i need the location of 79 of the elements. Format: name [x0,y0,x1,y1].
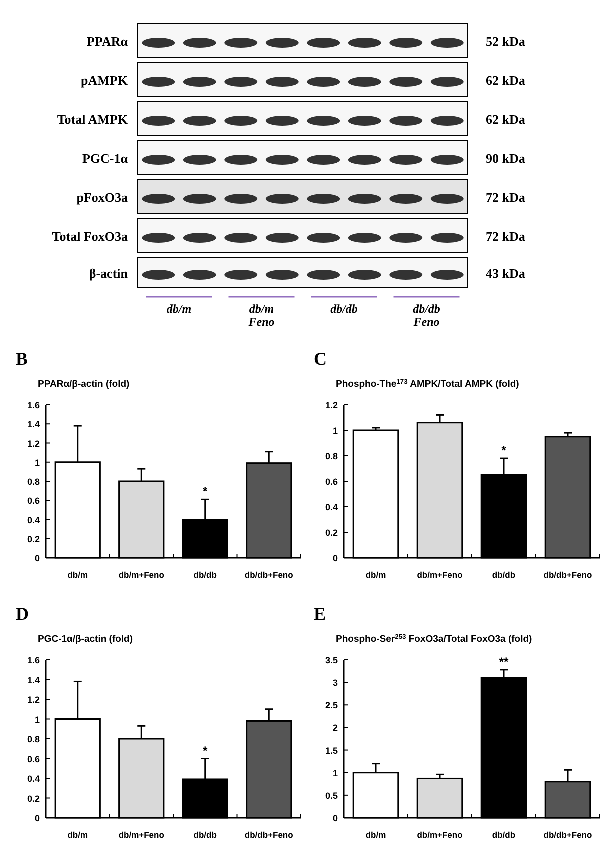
chart-title: D [16,604,29,624]
y-tick-label: 0.6 [27,496,40,506]
annotation: * [203,484,208,499]
annotation: ** [499,654,509,669]
category-label: pAMPK [81,73,128,88]
category-label: pFoxO3a [76,190,128,205]
y-tick-label: 1.2 [27,695,40,705]
x-tick-label: db/m+Feno [118,570,164,580]
annotation: * [502,444,507,458]
y-axis-title: Phospho-Ser$^{253}$ FoxO3a/Total FoxO3a (fold) [336,634,532,645]
x-tick-label: db/db+Feno [244,830,294,840]
y-tick-label: 1 [34,714,40,725]
x-tick-label: db/m [366,830,387,840]
x-tick-label: db/m [68,830,88,840]
x-tick-label: db/db+Feno [244,570,294,580]
x-tick-label: db/db [194,570,217,580]
category-label: 72 kDa [486,229,526,244]
y-tick-label: 0.8 [27,477,40,487]
y-tick-label: 2 [332,723,338,734]
category-label: 43 kDa [486,266,526,281]
category-label: β-actin [89,266,128,281]
category-label: PPARα [87,34,128,49]
y-tick-label: 0 [332,814,338,824]
chart-title: C [314,349,327,369]
category-label: 72 kDa [486,190,526,205]
y-tick-label: 1.6 [27,400,40,410]
y-axis-title: Phospho-The$^{173}$ AMPK/Total AMPK (fold) [336,378,520,390]
y-tick-label: 0.4 [325,502,338,512]
y-tick-label: 0.2 [27,794,40,804]
y-tick-label: 0 [332,554,338,564]
y-tick-label: 0.6 [27,754,40,764]
x-tick-label: db/m [366,570,387,580]
y-tick-label: 0 [34,814,40,824]
x-tick-label: db/db [492,830,516,840]
y-tick-label: 1.6 [27,656,40,666]
x-tick-label: db/m+Feno [417,830,463,840]
y-tick-label: 1.2 [27,438,40,449]
category-label: db/m Feno [248,302,275,329]
annotation: * [203,744,208,758]
y-tick-label: 1.2 [325,400,338,410]
y-tick-label: 0.6 [325,477,338,487]
y-tick-label: 0.5 [325,790,338,801]
y-tick-label: 1 [34,458,40,468]
category-label: 62 kDa [486,73,526,88]
x-tick-label: db/db+Feno [544,830,592,840]
y-tick-label: 1.4 [27,420,40,430]
y-tick-label: 0.2 [325,528,338,538]
category-label: 52 kDa [486,34,526,49]
y-tick-label: 0.2 [27,534,40,544]
chart-title: E [314,604,326,624]
x-tick-label: db/m+Feno [417,570,463,580]
y-tick-label: 1.4 [27,675,40,686]
x-tick-label: db/m [68,570,88,580]
y-tick-label: 0 [34,554,40,564]
category-label: PGC-1α [82,151,128,166]
y-tick-label: 3.5 [325,656,338,666]
y-tick-label: 1 [332,768,338,778]
category-label: Total FoxO3a [52,229,128,244]
y-axis-title: PGC-1α/β-actin (fold) [38,634,134,645]
category-label: db/db Feno [412,302,440,329]
y-tick-label: 1 [332,426,338,436]
y-axis-title: PPARα/β-actin (fold) [38,379,130,390]
x-tick-label: db/db+Feno [544,570,592,580]
y-tick-label: 0.8 [27,734,40,744]
category-label: db/db [330,302,358,316]
y-tick-label: 3 [332,678,338,688]
y-tick-label: 1.5 [325,746,338,756]
chart-title: B [16,349,28,369]
y-tick-label: 0.8 [325,452,338,462]
y-tick-label: 0.4 [27,515,40,526]
category-label: Total AMPK [57,112,128,127]
y-tick-label: 0.4 [27,774,40,784]
category-label: 90 kDa [486,151,526,166]
category-label: 62 kDa [486,112,526,127]
x-tick-label: db/db [194,830,217,840]
x-tick-label: db/m+Feno [118,830,164,840]
x-tick-label: db/db [492,570,516,580]
y-tick-label: 2.5 [325,700,338,711]
category-label: db/m [166,302,192,316]
